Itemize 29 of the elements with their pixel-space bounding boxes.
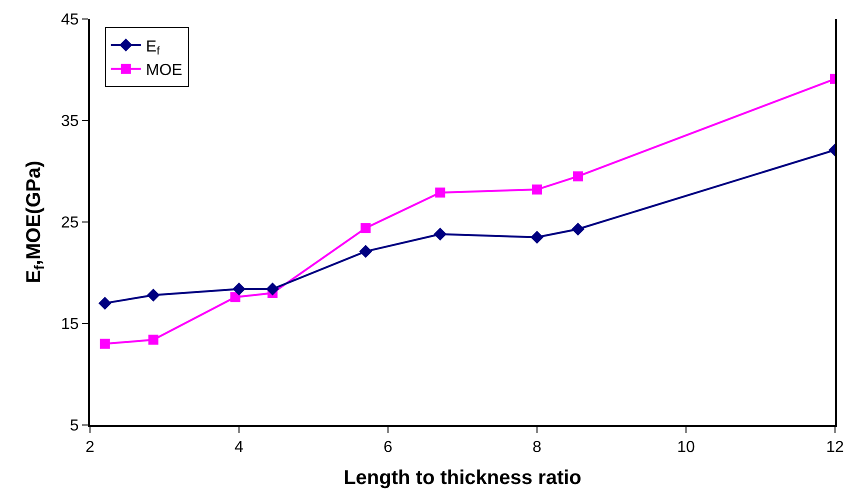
x-tick-label: 10	[677, 439, 695, 456]
point	[148, 334, 158, 345]
legend-label: MOE	[146, 62, 182, 80]
point	[360, 223, 371, 234]
y-tick-label: 45	[61, 12, 79, 29]
y-tick-label: 25	[61, 214, 79, 232]
point	[266, 282, 280, 296]
point	[100, 338, 110, 349]
point	[435, 188, 446, 198]
y-tick-label: 35	[61, 113, 79, 130]
y-tick-label: 15	[61, 316, 79, 334]
x-tick-label: 2	[86, 439, 95, 456]
point	[530, 230, 544, 244]
x-tick-label: 6	[384, 439, 393, 456]
point	[230, 292, 240, 302]
point	[146, 288, 160, 302]
point	[572, 171, 583, 182]
y-tick-label: 5	[70, 418, 79, 435]
point	[98, 296, 112, 310]
x-tick-label: 8	[532, 439, 542, 456]
legend-label: E$_{f}$	[146, 38, 161, 58]
x-tick-label: 12	[826, 439, 844, 456]
point	[532, 184, 542, 195]
x-tick-label: 4	[234, 439, 244, 456]
point	[571, 222, 584, 236]
point	[232, 282, 246, 296]
x-axis-title: Length to thickness ratio	[344, 467, 582, 490]
point	[359, 244, 372, 258]
point	[434, 228, 447, 241]
